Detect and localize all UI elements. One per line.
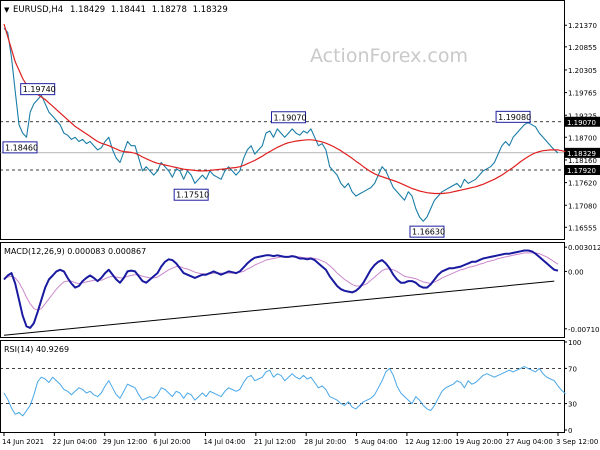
moving-average-line — [3, 23, 566, 195]
price-annotation-box — [20, 83, 56, 96]
rsi-panel-frame — [0, 340, 565, 433]
side-price-label: 1.18460 — [5, 143, 38, 152]
header-symbol: EURUSD,H4 — [13, 5, 63, 15]
price-level-tag-label: 1.17920 — [567, 167, 596, 175]
rsi-axis-tick-label: 0 — [568, 427, 572, 435]
header-low: 1.18278 — [152, 5, 187, 15]
macd-axis-tick-label: 0.003012 — [568, 244, 600, 252]
header-open: 1.18429 — [70, 5, 105, 15]
price-axis-tick-label: 1.21370 — [568, 22, 597, 30]
price-series-line — [3, 27, 559, 222]
rsi-line — [3, 366, 566, 417]
rsi-axis-tick-label: 30 — [568, 401, 577, 409]
x-axis-tick-label: 6 Jul 20:00 — [153, 438, 191, 446]
price-annotation-box — [270, 111, 306, 124]
x-axis-tick-label: 27 Aug 04:00 — [506, 438, 553, 446]
macd-title: MACD(12,26,9) 0.000083 0.000867 — [4, 247, 146, 256]
price-level-tag — [565, 116, 600, 127]
price-annotation-label: 1.19740 — [23, 85, 56, 94]
macd-axis-tick-label: -0.007109 — [568, 326, 600, 334]
price-annotation-label: 1.19080 — [498, 113, 531, 122]
macd-line — [3, 249, 559, 329]
x-axis-tick-label: 14 Jun 2021 — [2, 438, 44, 446]
x-axis-tick-label: 21 Jul 12:00 — [254, 438, 296, 446]
price-annotation-label: 1.17510 — [176, 191, 209, 200]
price-annotation-box — [409, 225, 445, 238]
price-axis-tick-label: 1.18160 — [568, 157, 597, 165]
rsi-axis-tick-label: 100 — [568, 339, 581, 347]
x-axis-tick-label: 29 Jun 12:00 — [103, 438, 147, 446]
macd-panel-frame — [0, 242, 565, 338]
price-axis-tick-label: 1.19225 — [568, 112, 597, 120]
price-axis-tick-label: 1.20305 — [568, 67, 597, 75]
rsi-axis-tick-label: 70 — [568, 365, 577, 373]
x-axis-tick-label: 28 Jul 20:00 — [304, 438, 346, 446]
price-axis-tick-label: 1.16555 — [568, 224, 597, 232]
side-price-label-box — [2, 141, 38, 154]
rsi-title: RSI(14) 40.9269 — [4, 345, 69, 354]
header-ohlc: 1.18429 1.18441 1.18278 1.18329 — [70, 5, 228, 15]
header-high: 1.18441 — [111, 5, 146, 15]
last-price-tag — [565, 147, 600, 158]
price-panel-frame — [0, 0, 565, 240]
price-axis-tick-label: 1.17080 — [568, 202, 597, 210]
x-axis-tick-label: 14 Jul 04:00 — [203, 438, 245, 446]
price-annotation-label: 1.16630 — [412, 228, 445, 237]
price-level-tag — [565, 165, 600, 176]
last-price-tag-label: 1.18329 — [567, 150, 596, 158]
x-axis-tick-label: 5 Aug 04:00 — [355, 438, 398, 446]
price-annotation-label: 1.19070 — [273, 113, 306, 122]
price-axis-tick-label: 1.18700 — [568, 134, 597, 142]
x-axis-tick-label: 3 Sep 12:00 — [556, 438, 598, 446]
watermark: ActionForex.com — [310, 45, 468, 67]
price-level-tag-label: 1.19070 — [567, 119, 596, 127]
x-axis-tick-label: 19 Aug 20:00 — [455, 438, 502, 446]
macd-axis-tick-label: 0.00 — [568, 268, 584, 276]
price-axis-tick-label: 1.20855 — [568, 44, 597, 52]
header-arrow-icon: ▼ — [4, 6, 10, 14]
header-close: 1.18329 — [193, 5, 228, 15]
price-axis-tick-label: 1.17620 — [568, 180, 597, 188]
price-axis-tick-label: 1.19765 — [568, 90, 597, 98]
price-annotation-box — [173, 188, 209, 201]
macd-trendline — [3, 280, 555, 336]
x-axis-tick-label: 22 Jun 04:00 — [52, 438, 96, 446]
x-axis-tick-label: 12 Aug 12:00 — [405, 438, 452, 446]
price-annotation-box — [495, 110, 531, 123]
